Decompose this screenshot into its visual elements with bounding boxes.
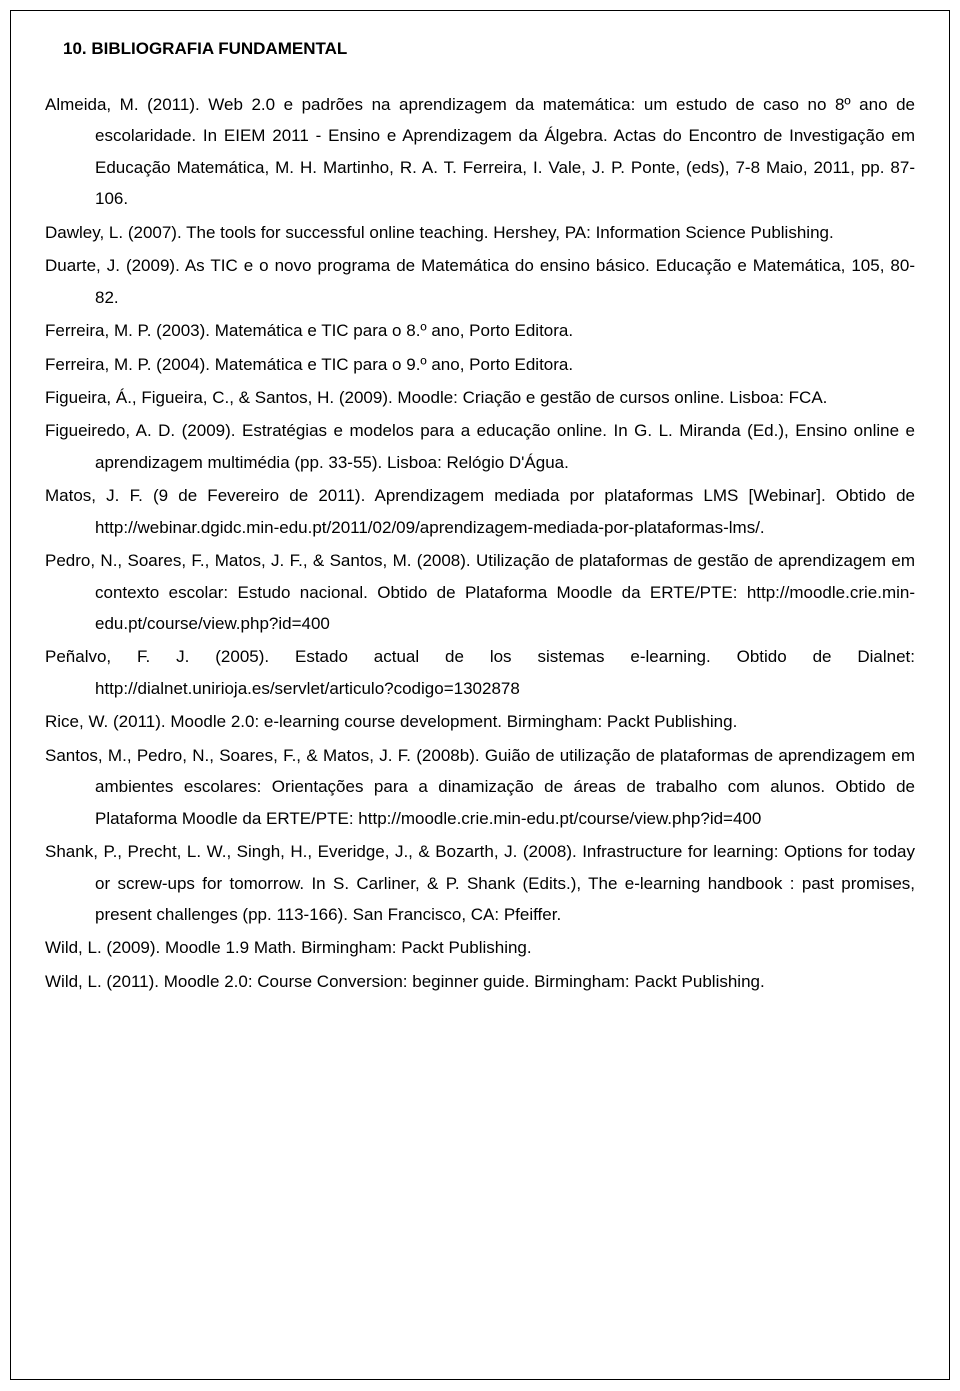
bibliography-entry: Ferreira, M. P. (2003). Matemática e TIC… — [45, 315, 915, 346]
section-heading: 10. BIBLIOGRAFIA FUNDAMENTAL — [63, 39, 915, 59]
bibliography-entry: Santos, M., Pedro, N., Soares, F., & Mat… — [45, 740, 915, 834]
bibliography-entry: Rice, W. (2011). Moodle 2.0: e-learning … — [45, 706, 915, 737]
bibliography-entry: Dawley, L. (2007). The tools for success… — [45, 217, 915, 248]
bibliography-entry: Figueiredo, A. D. (2009). Estratégias e … — [45, 415, 915, 478]
bibliography-entry: Pedro, N., Soares, F., Matos, J. F., & S… — [45, 545, 915, 639]
bibliography-entry: Wild, L. (2009). Moodle 1.9 Math. Birmin… — [45, 932, 915, 963]
bibliography-entry: Peñalvo, F. J. (2005). Estado actual de … — [45, 641, 915, 704]
bibliography-entry: Matos, J. F. (9 de Fevereiro de 2011). A… — [45, 480, 915, 543]
bibliography-entry: Shank, P., Precht, L. W., Singh, H., Eve… — [45, 836, 915, 930]
bibliography-entry: Ferreira, M. P. (2004). Matemática e TIC… — [45, 349, 915, 380]
bibliography-entry: Duarte, J. (2009). As TIC e o novo progr… — [45, 250, 915, 313]
bibliography-entry: Figueira, Á., Figueira, C., & Santos, H.… — [45, 382, 915, 413]
bibliography-entry: Wild, L. (2011). Moodle 2.0: Course Conv… — [45, 966, 915, 997]
document-page: 10. BIBLIOGRAFIA FUNDAMENTAL Almeida, M.… — [10, 10, 950, 1380]
bibliography-entry: Almeida, M. (2011). Web 2.0 e padrões na… — [45, 89, 915, 215]
